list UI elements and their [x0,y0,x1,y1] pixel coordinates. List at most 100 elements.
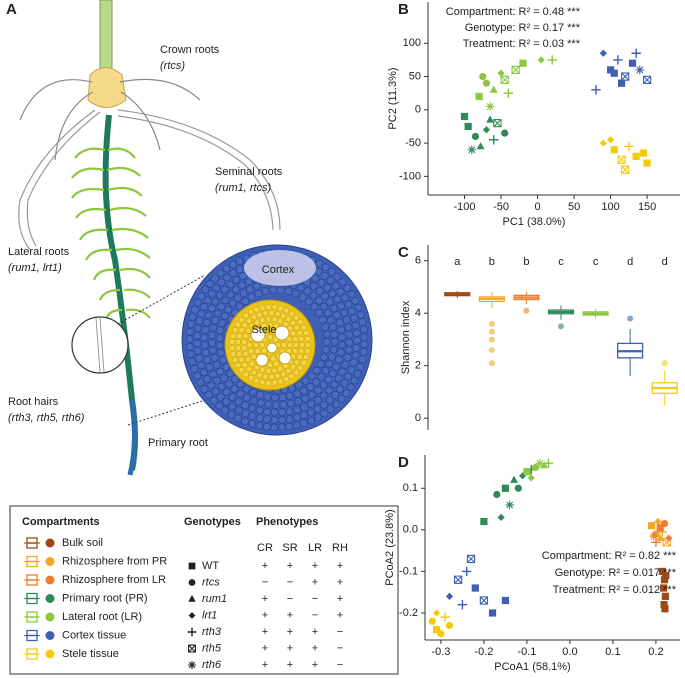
cell [217,278,226,287]
cell [232,285,240,294]
cell [320,272,329,280]
cell [303,354,309,360]
cell [332,362,341,371]
legend-label: Lateral root (LR) [62,611,142,623]
y-tick-label: 0.0 [403,524,418,536]
point [662,571,670,580]
legend-label: Rhizosphere from PR [62,555,167,567]
point [661,605,669,613]
cell [326,276,335,285]
outlier [488,336,495,343]
cell [312,378,321,386]
y-tick-label: 50 [409,70,421,82]
cell [322,345,330,354]
cell [314,413,322,422]
cell [242,351,249,357]
cell [271,304,278,311]
cell [249,388,257,397]
cell [247,293,256,301]
cell [212,284,221,292]
phenotype: − [287,593,293,605]
magnifier [71,316,129,374]
cell [191,305,199,314]
cell [221,406,230,415]
cell [256,311,263,318]
cell [194,324,202,333]
point [482,79,491,87]
cell [255,414,264,422]
cell [290,330,297,337]
cell [253,377,260,384]
zoom-line [117,274,206,325]
label: Stele [251,324,276,336]
cell [287,399,295,408]
cell [229,339,235,345]
cell [222,363,231,371]
cell [333,272,342,281]
point [428,617,436,625]
cell [315,259,324,268]
cell [290,364,297,370]
plant-schematic: Cortex Stele [18,0,373,476]
cell [343,284,352,292]
cell [295,381,303,389]
cell [187,320,195,329]
y-axis-label: PC2 (11.3%) [387,67,399,129]
point [489,135,499,145]
legend-title: Compartments [22,516,100,528]
x-tick-label: -0.2 [474,646,493,658]
phenotype: + [262,593,268,605]
legend-label: Cortex tissue [62,629,126,641]
point [635,65,645,75]
cell [292,421,301,430]
x-tick-label: 100 [601,201,619,213]
point [462,566,472,577]
cell [226,369,234,378]
cell [185,335,194,344]
cell [358,318,367,326]
cell [267,334,273,340]
cell [213,361,221,369]
cell [234,397,243,406]
point [457,599,468,610]
label: (rtcs) [160,60,185,72]
point [656,524,664,532]
cell [320,401,328,409]
point [519,472,527,480]
cell [190,365,199,373]
panel-letter: C [398,244,409,261]
cell [351,296,360,305]
cell [350,314,358,323]
point [500,75,509,85]
phenotype: + [262,609,268,621]
annotation: Genotype: R² = 0.17 *** [465,22,581,34]
cortex-region [244,250,316,286]
x-tick-label: -0.1 [517,646,536,658]
cell [255,406,264,415]
point [547,55,557,65]
cell [215,334,224,342]
point [466,554,476,564]
cell [210,396,218,405]
cell [285,415,294,423]
cell [293,413,301,422]
cell [200,302,209,311]
cell [209,370,217,378]
cell [209,323,217,332]
cell [234,414,242,423]
phenotype: + [287,609,293,621]
y-axis-label: PCoA2 (23.8%) [384,509,396,585]
cell [218,319,226,327]
cell [306,383,315,391]
cell [358,355,367,364]
cell [207,381,215,390]
cell [285,422,294,431]
cell [329,304,338,313]
crown-root [19,79,93,121]
cell [222,264,231,273]
cell [241,409,250,418]
cell [242,384,251,393]
cell [279,400,288,409]
cell [241,345,248,351]
panel-letter: B [398,1,409,18]
